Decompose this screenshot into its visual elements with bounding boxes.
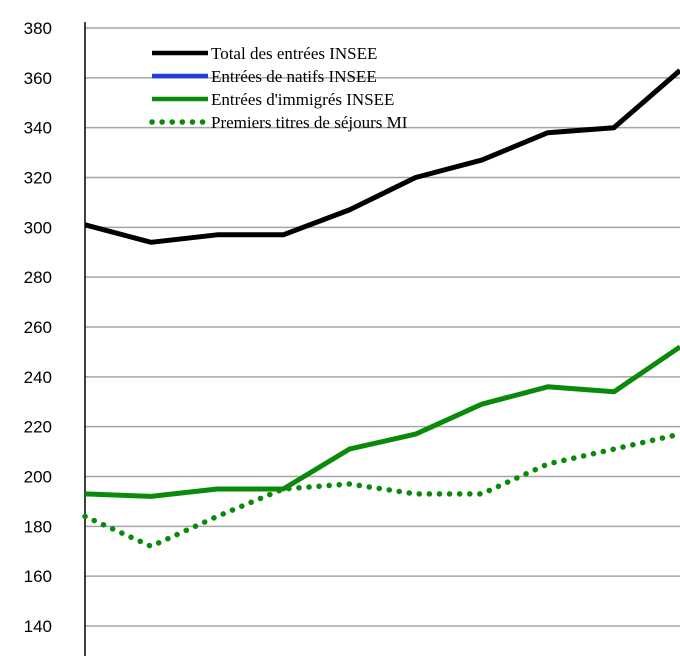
series-line-3	[82, 431, 680, 550]
y-tick-label-360: 360	[24, 69, 52, 88]
legend-label-1: Entrées de natifs INSEE	[211, 67, 377, 86]
y-tick-label-200: 200	[24, 468, 52, 487]
series-line-2	[84, 344, 680, 499]
y-tick-label-380: 380	[24, 19, 52, 38]
series-lines	[82, 68, 680, 550]
y-tick-label-140: 140	[24, 617, 52, 636]
y-tick-label-260: 260	[24, 318, 52, 337]
y-tick-label-160: 160	[24, 567, 52, 586]
legend-label-2: Entrées d'immigrés INSEE	[211, 90, 394, 109]
y-tick-label-300: 300	[24, 218, 52, 237]
legend-label-0: Total des entrées INSEE	[211, 44, 377, 63]
y-tick-label-320: 320	[24, 169, 52, 188]
y-tick-label-220: 220	[24, 418, 52, 437]
y-tick-label-180: 180	[24, 517, 52, 536]
y-tick-label-280: 280	[24, 268, 52, 287]
legend-label-3: Premiers titres de séjours MI	[211, 113, 408, 132]
y-tick-label-240: 240	[24, 368, 52, 387]
legend: Total des entrées INSEE Entrées de natifs…	[149, 44, 408, 132]
y-axis-ticks: 140 160 180 200 220 240 260 280 300 320 340 360 380	[24, 19, 52, 636]
y-tick-label-340: 340	[24, 119, 52, 138]
series-line-0	[84, 68, 680, 245]
